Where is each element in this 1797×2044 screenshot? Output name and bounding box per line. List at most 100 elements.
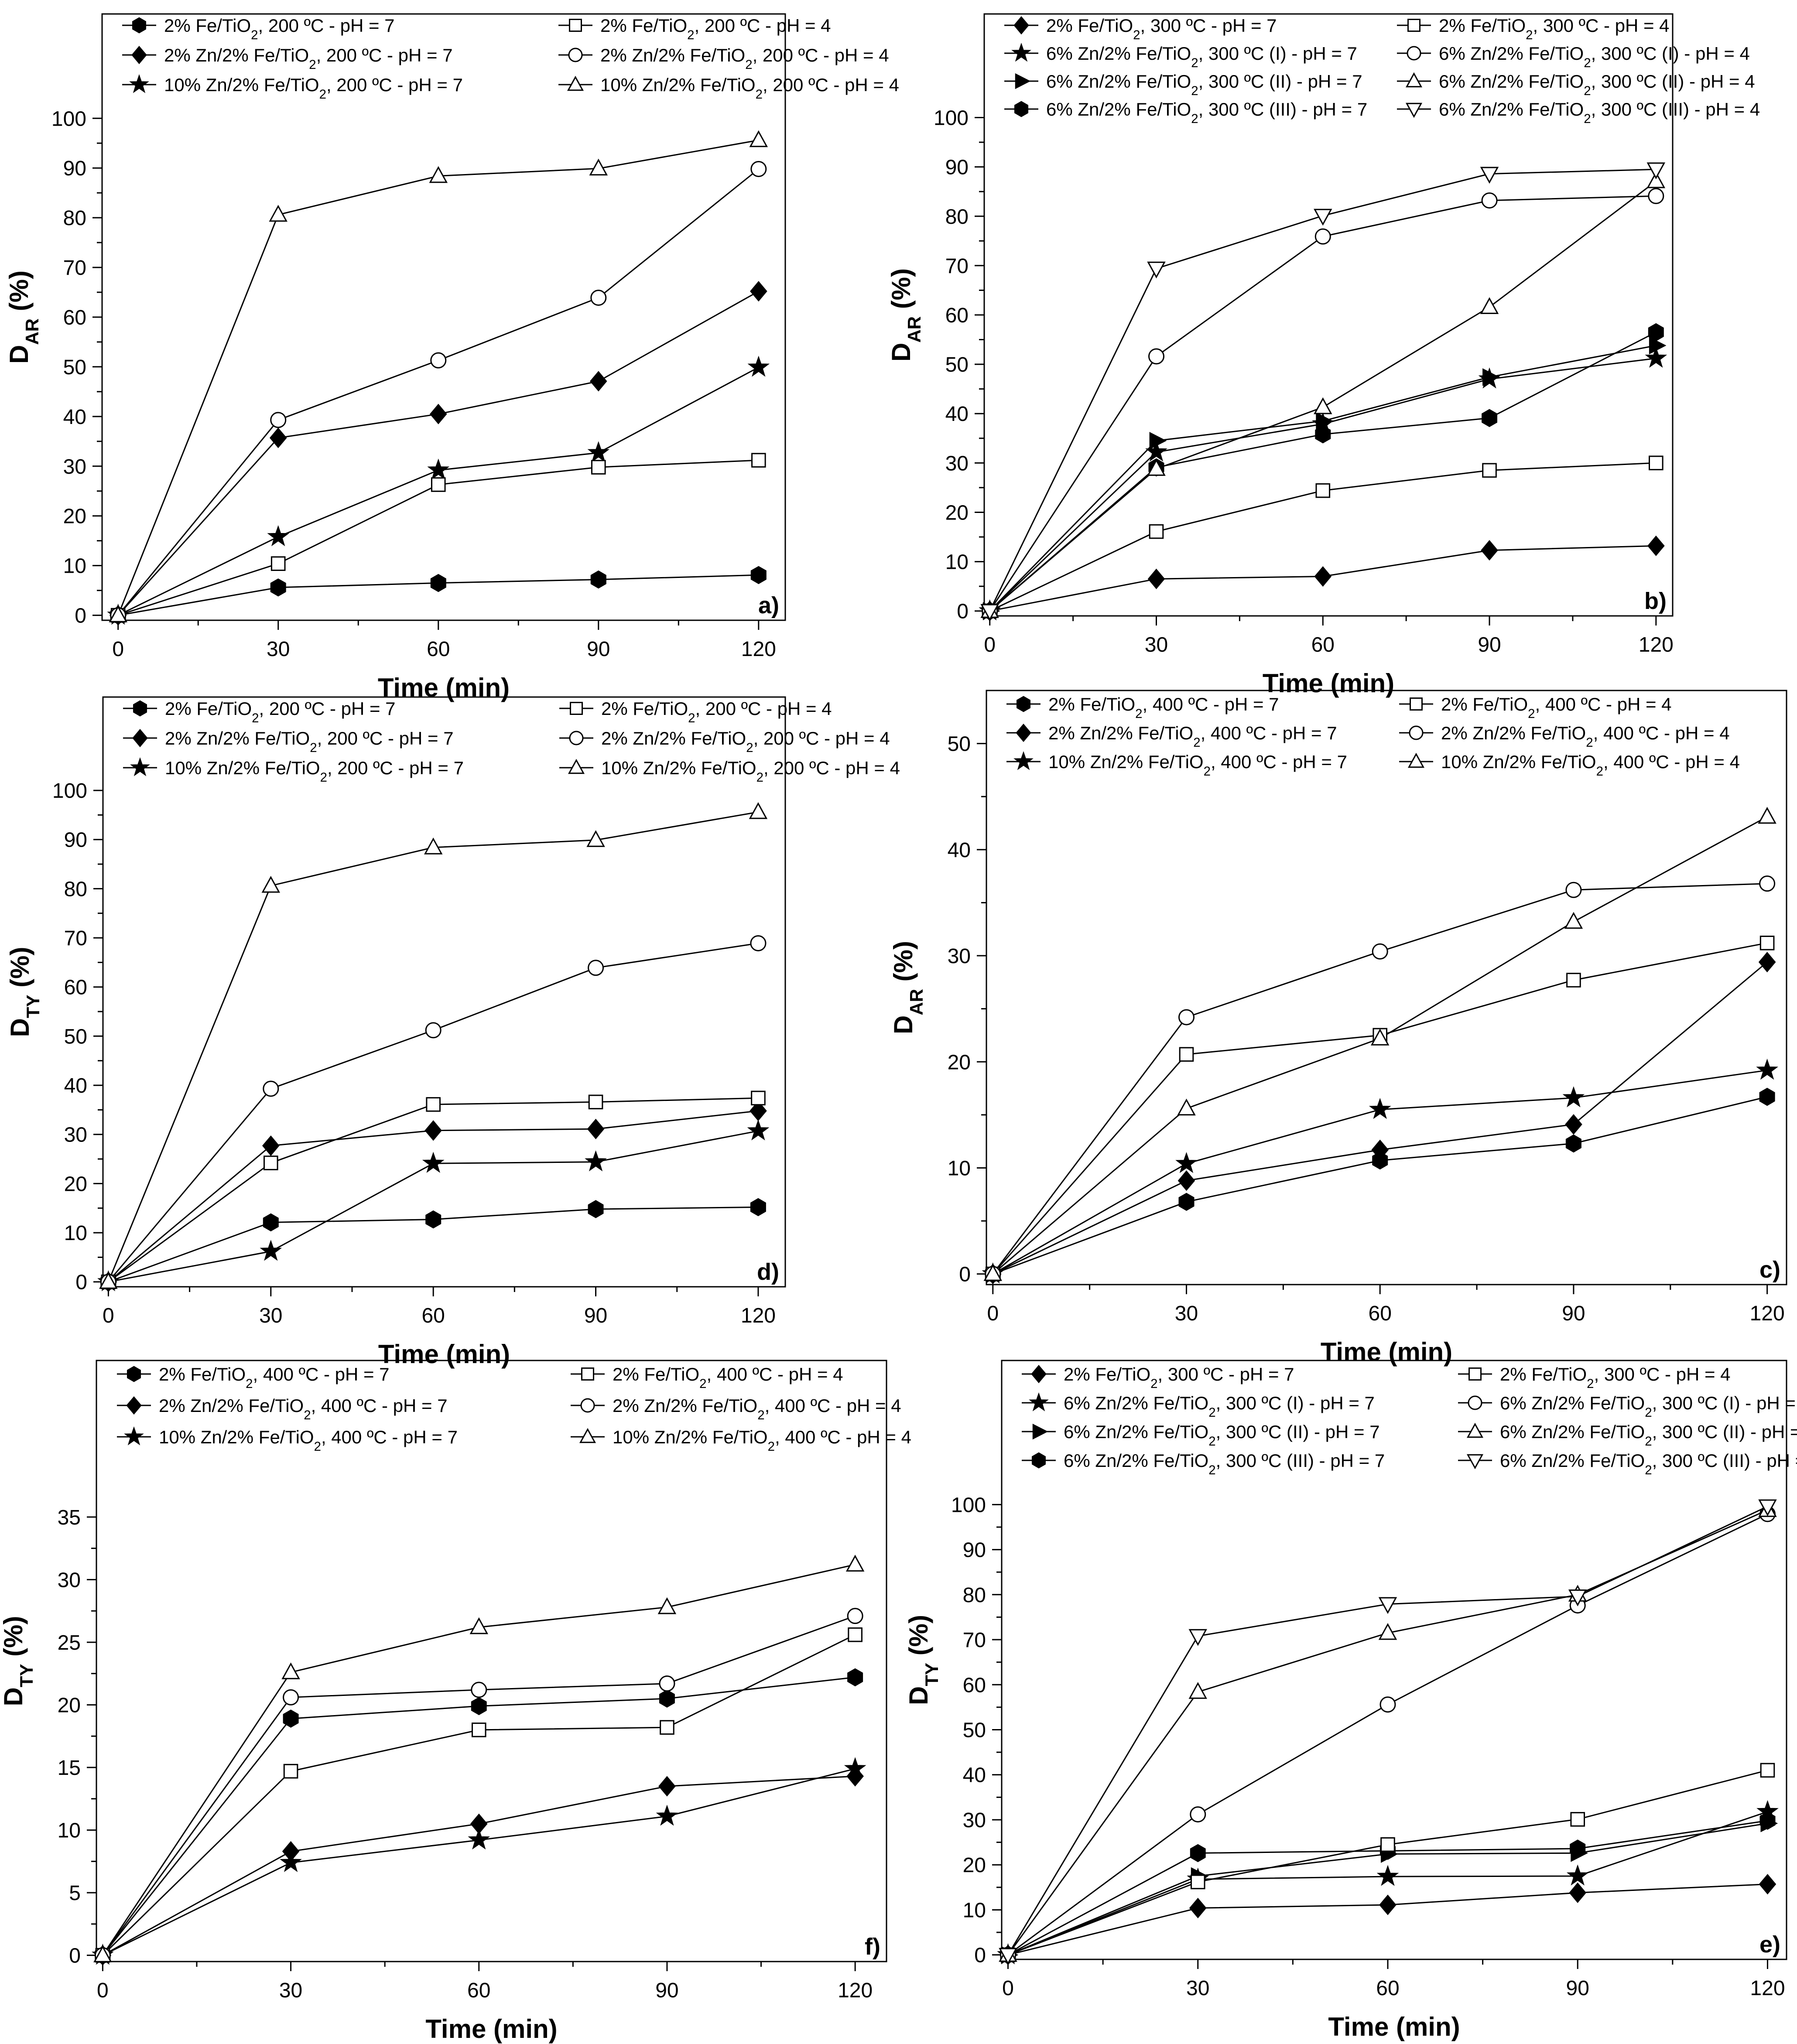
- y-tick-label: 50: [945, 353, 969, 376]
- legend-entry-label: 2% Fe/TiO2, 400 ºC - pH = 7: [1048, 694, 1279, 721]
- y-tick-label: 30: [963, 1809, 986, 1832]
- y-tick-label: 30: [63, 455, 86, 479]
- legend-entry-label: 2% Fe/TiO2, 200 ºC - pH = 7: [164, 15, 395, 42]
- data-point: [750, 935, 767, 951]
- legend-entry-label: 2% Zn/2% Fe/TiO2, 400 ºC - pH = 4: [613, 1395, 901, 1422]
- data-point: [269, 427, 287, 448]
- panel-label: d): [757, 1259, 779, 1285]
- x-tick-label: 120: [1639, 633, 1674, 656]
- x-tick-label: 30: [1145, 633, 1168, 656]
- data-point: [656, 1805, 678, 1826]
- y-axis-title: DAR (%): [887, 268, 924, 362]
- legend-entry-label: 6% Zn/2% Fe/TiO2, 300 ºC (II) - pH = 4: [1500, 1422, 1797, 1449]
- data-point: [589, 371, 607, 392]
- data-point: [267, 525, 290, 547]
- data-point: [1378, 1623, 1397, 1640]
- data-point: [587, 441, 610, 462]
- data-point: [1370, 1029, 1390, 1046]
- legend-entry-label: 2% Zn/2% Fe/TiO2, 200 ºC - pH = 4: [600, 45, 889, 72]
- y-tick-label: 0: [959, 1263, 971, 1286]
- data-point: [1314, 397, 1332, 414]
- legend-marker: [124, 1426, 144, 1446]
- data-point: [660, 1720, 674, 1735]
- legend-marker: [131, 45, 147, 65]
- legend-marker: [570, 702, 583, 715]
- y-tick-label: 90: [64, 829, 87, 852]
- legend-marker: [1466, 1454, 1484, 1470]
- data-point: [1188, 1682, 1207, 1699]
- legend-marker: [133, 700, 147, 717]
- data-point: [1314, 228, 1331, 245]
- panel-f: 0 30 60 90 120 0 5 10 15 20 25 30 35 Time (min) DTY (%…: [0, 1360, 911, 2044]
- legend-entry-label: 2% Zn/2% Fe/TiO2, 400 ºC - pH = 4: [1441, 723, 1730, 750]
- data-point: [269, 205, 288, 222]
- panel-label: a): [758, 592, 779, 619]
- data-point: [848, 1627, 863, 1642]
- data-point: [589, 158, 608, 176]
- y-tick-label: 20: [948, 1051, 971, 1074]
- plot-frame: [96, 1360, 887, 1962]
- data-point: [1378, 1597, 1397, 1614]
- x-tick-label: 90: [584, 1304, 607, 1327]
- data-point: [1646, 171, 1666, 188]
- legend-entry-label: 2% Fe/TiO2, 300 ºC - pH = 4: [1500, 1364, 1731, 1391]
- data-point: [1562, 1086, 1585, 1107]
- legend-entry-label: 10% Zn/2% Fe/TiO2, 400 ºC - pH = 4: [613, 1427, 911, 1454]
- legend-marker: [1407, 752, 1425, 768]
- y-tick-label: 40: [63, 406, 86, 429]
- data-point: [1189, 1897, 1207, 1918]
- data-point: [847, 1668, 863, 1687]
- panel-b: 0 30 60 90 120 0 10 20 30 40 50 60 70 80 90 100 Time (mi…: [887, 13, 1760, 698]
- x-axis-title: Time (min): [1328, 2012, 1460, 2041]
- y-tick-label: 100: [934, 107, 969, 130]
- y-tick-label: 30: [945, 452, 969, 475]
- y-tick-label: 10: [945, 551, 969, 574]
- data-point: [1647, 535, 1665, 556]
- data-point: [1482, 368, 1500, 386]
- series-line: [1007, 1811, 1768, 1956]
- legend-marker: [1032, 1452, 1046, 1469]
- data-point: [1648, 323, 1664, 342]
- data-point: [751, 453, 766, 468]
- data-point: [1759, 1812, 1776, 1830]
- legend-marker: [1013, 751, 1034, 770]
- data-point: [751, 1090, 766, 1106]
- y-tick-label: 40: [64, 1074, 87, 1097]
- legend-entry-label: 6% Zn/2% Fe/TiO2, 300 ºC (I) - pH = 7: [1046, 43, 1357, 70]
- y-tick-label: 0: [75, 1271, 87, 1294]
- legend-marker: [132, 728, 148, 748]
- data-point: [471, 1723, 486, 1737]
- panel-label: e): [1759, 1931, 1780, 1958]
- data-point: [262, 1135, 280, 1156]
- y-tick-label: 70: [945, 255, 969, 278]
- legend-marker: [581, 1367, 594, 1381]
- data-point: [426, 1097, 441, 1112]
- x-axis-title: Time (min): [425, 2014, 557, 2044]
- plot-frame: [1001, 1360, 1787, 1960]
- y-axis-title: DTY (%): [5, 947, 43, 1037]
- data-point: [1372, 1151, 1388, 1170]
- data-point: [1756, 1059, 1778, 1080]
- data-point: [1480, 167, 1499, 184]
- y-axis-title: DAR (%): [4, 270, 42, 364]
- data-point: [586, 830, 605, 847]
- plot-frame: [102, 696, 786, 1288]
- y-tick-label: 90: [63, 157, 86, 180]
- data-point: [422, 1152, 445, 1173]
- data-point: [844, 1757, 866, 1778]
- legend-entry-label: 2% Fe/TiO2, 300 ºC - pH = 7: [1046, 15, 1277, 42]
- legend-marker: [568, 48, 583, 62]
- series-line: [993, 1096, 1767, 1275]
- legend-marker: [130, 757, 150, 776]
- data-point: [1565, 1134, 1581, 1153]
- y-tick-label: 10: [63, 555, 86, 578]
- y-tick-label: 100: [52, 779, 87, 803]
- panel-label: b): [1644, 588, 1667, 614]
- legend-marker: [1032, 1423, 1048, 1440]
- data-point: [263, 1155, 278, 1170]
- series-line: [989, 181, 1657, 612]
- x-tick-label: 90: [1478, 633, 1501, 656]
- legend-entry-label: 6% Zn/2% Fe/TiO2, 300 ºC (III) - pH = 4: [1439, 99, 1760, 126]
- legend-entry-label: 2% Fe/TiO2, 200 ºC - pH = 4: [601, 698, 832, 725]
